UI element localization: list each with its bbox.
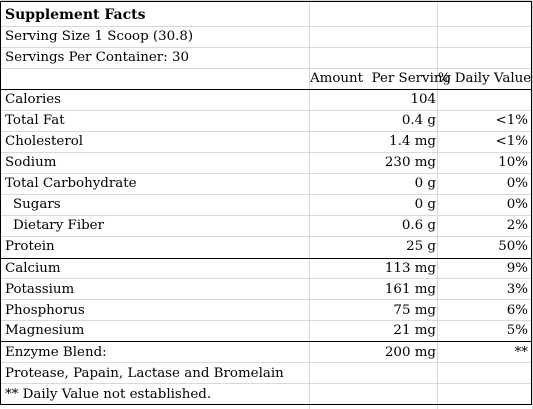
nutrient-amount: 113 mg: [384, 261, 436, 276]
serving-size-row: Serving Size 1 Scoop (30.8): [0, 26, 533, 47]
nutrient-name: Phosphorus: [5, 303, 85, 318]
table-row: Total Fat 0.4 g <1%: [0, 110, 533, 131]
nutrient-daily-value: 6%: [506, 303, 528, 318]
grid-row-line: [0, 173, 533, 174]
nutrient-name: Cholesterol: [5, 134, 84, 149]
nutrient-name: Total Carbohydrate: [5, 176, 137, 191]
nutrient-name: Enzyme Blend:: [5, 345, 107, 360]
nutrient-daily-value: 5%: [506, 323, 528, 338]
nutrient-amount: 0.4 g: [401, 113, 436, 128]
grid-row-line: [0, 0, 533, 1]
grid-row-line: [0, 236, 533, 237]
nutrient-daily-value: 0%: [506, 176, 528, 191]
grid-row-line: [0, 299, 533, 300]
table-row: Phosphorus 75 mg 6%: [0, 300, 533, 321]
nutrient-daily-value: 0%: [506, 197, 528, 212]
nutrient-amount: 161 mg: [384, 282, 436, 297]
footnote: ** Daily Value not established.: [5, 387, 212, 402]
panel-title: Supplement Facts: [5, 7, 146, 23]
grid-row-line: [0, 362, 533, 363]
servings-per-container-row: Servings Per Container: 30: [0, 47, 533, 68]
border-bottom: [0, 404, 532, 405]
table-row: Total Carbohydrate 0 g 0%: [0, 173, 533, 194]
grid-row-line: [0, 110, 533, 111]
nutrient-name: Calories: [5, 92, 62, 107]
nutrient-amount: 104: [410, 92, 436, 107]
mineral-separator: [0, 341, 532, 342]
table-row: Sugars 0 g 0%: [0, 194, 533, 215]
table-row: Calcium 113 mg 9%: [0, 258, 533, 279]
nutrient-amount: 0 g: [414, 197, 436, 212]
macro-separator: [0, 258, 532, 259]
nutrient-name: Calcium: [5, 261, 61, 276]
nutrient-name: Dietary Fiber: [13, 218, 105, 233]
servings-per-container: Servings Per Container: 30: [5, 50, 189, 65]
nutrient-amount: 200 mg: [384, 345, 436, 360]
nutrient-name: Sodium: [5, 155, 57, 170]
daily-value-header: % Daily Value: [437, 71, 532, 86]
header-separator: [0, 89, 532, 90]
border-top: [0, 1, 532, 2]
table-row: Dietary Fiber 0.6 g 2%: [0, 215, 533, 236]
grid-row-line: [0, 278, 533, 279]
border-left: [0, 1, 1, 405]
nutrient-amount: 75 mg: [393, 303, 436, 318]
footnote-row: ** Daily Value not established.: [0, 384, 533, 405]
table-row: Magnesium 21 mg 5%: [0, 320, 533, 341]
nutrient-amount: 21 mg: [393, 323, 436, 338]
nutrient-name: Potassium: [5, 282, 75, 297]
column-header-row: Amount Per Serving % Daily Value: [0, 68, 533, 89]
nutrient-daily-value: [440, 89, 528, 110]
grid-row-line: [0, 26, 533, 27]
grid-row-line: [0, 383, 533, 384]
table-row: Protein 25 g 50%: [0, 236, 533, 257]
grid-column-divider: [309, 0, 310, 409]
nutrient-daily-value: 10%: [498, 155, 528, 170]
serving-size: Serving Size 1 Scoop (30.8): [5, 29, 194, 44]
grid-row-line: [0, 152, 533, 153]
nutrient-amount: 0.6 g: [401, 218, 436, 233]
nutrient-amount: 230 mg: [384, 155, 436, 170]
border-right: [531, 1, 532, 405]
blend-detail-row: Protease, Papain, Lactase and Bromelain: [0, 363, 533, 384]
table-row: Calories 104: [0, 89, 533, 110]
nutrient-daily-value: <1%: [495, 113, 528, 128]
amount-header: Amount Per Serving: [310, 71, 452, 86]
nutrient-amount: 25 g: [406, 239, 436, 254]
blend-detail: Protease, Papain, Lactase and Bromelain: [5, 366, 284, 381]
grid-row-line: [0, 320, 533, 321]
grid-column-divider: [437, 0, 438, 409]
table-row: Enzyme Blend: 200 mg **: [0, 342, 533, 363]
table-row: Sodium 230 mg 10%: [0, 152, 533, 173]
grid-row-line: [0, 131, 533, 132]
nutrient-daily-value: 50%: [498, 239, 528, 254]
nutrient-daily-value: <1%: [495, 134, 528, 149]
nutrient-amount: 1.4 mg: [389, 134, 436, 149]
nutrient-daily-value: 2%: [506, 218, 528, 233]
nutrient-name: Protein: [5, 239, 55, 254]
nutrient-amount: 0 g: [414, 176, 436, 191]
nutrient-name: Magnesium: [5, 323, 85, 338]
table-row: Cholesterol 1.4 mg <1%: [0, 131, 533, 152]
nutrient-daily-value: 9%: [506, 261, 528, 276]
table-row: Potassium 161 mg 3%: [0, 279, 533, 300]
grid-row-line: [0, 68, 533, 69]
grid-row-line: [0, 47, 533, 48]
nutrient-name: Sugars: [13, 197, 61, 212]
title-row: Supplement Facts: [0, 5, 533, 26]
nutrient-daily-value: **: [514, 345, 528, 360]
nutrient-name: Total Fat: [5, 113, 65, 128]
grid-row-line: [0, 194, 533, 195]
grid-row-line: [0, 215, 533, 216]
nutrient-daily-value: 3%: [506, 282, 528, 297]
